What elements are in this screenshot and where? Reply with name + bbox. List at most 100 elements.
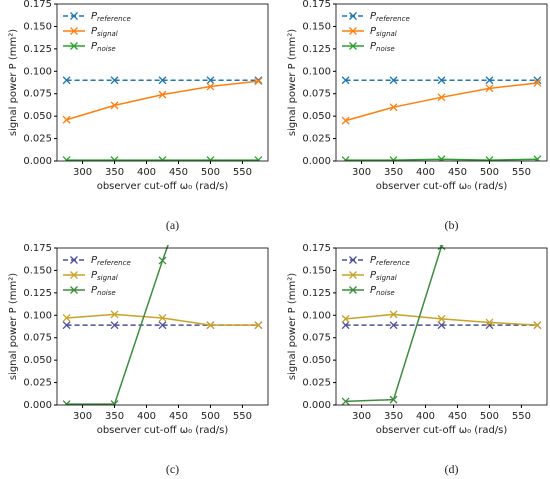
series-layer (341, 76, 542, 161)
marker (158, 256, 167, 265)
y-axis-label: signal power P (mm²) (8, 273, 19, 380)
y-tick-label: 0.075 (302, 333, 331, 344)
marker-shape (341, 116, 350, 125)
x-tick-label: 550 (512, 411, 531, 422)
marker-shape (389, 321, 398, 330)
legend-label: Pnoise (91, 41, 116, 53)
marker-shape (437, 76, 446, 85)
marker (437, 76, 446, 85)
y-tick-label: 0.150 (23, 265, 52, 276)
marker-shape (158, 76, 167, 85)
legend-marker (349, 27, 357, 35)
x-tick-label: 350 (384, 411, 403, 422)
marker (341, 397, 350, 405)
legend-label: Preference (91, 255, 131, 267)
y-tick-label: 0.000 (23, 400, 52, 411)
marker-shape (158, 156, 167, 161)
marker (206, 156, 215, 161)
caption: (c) (166, 462, 179, 476)
marker-shape (341, 321, 350, 330)
marker (437, 314, 446, 323)
x-tick-label: 400 (137, 167, 156, 178)
y-tick-label: 0.025 (23, 134, 52, 145)
marker (533, 155, 542, 161)
plot-area (336, 4, 547, 161)
y-tick-label: 0.125 (23, 44, 52, 55)
plot-area (57, 248, 268, 405)
marker-shape (341, 397, 350, 405)
legend-label: Pnoise (370, 41, 395, 53)
axes-frame (335, 247, 548, 406)
marker-shape (110, 321, 119, 330)
legend: Preference Psignal Pnoise (342, 255, 410, 297)
marker-shape (533, 155, 542, 161)
marker-shape (62, 115, 71, 124)
legend-marker (349, 286, 357, 294)
marker-shape (437, 155, 446, 161)
marker (533, 321, 542, 330)
marker-shape (485, 84, 494, 93)
x-axis-label: observer cut-off ω₀ (rad/s) (376, 181, 508, 192)
marker (62, 400, 71, 405)
y-tick-label: 0.050 (23, 111, 52, 122)
legend-label: Pnoise (370, 285, 395, 297)
y-tick-label: 0.175 (23, 243, 52, 254)
marker-shape (533, 78, 542, 87)
marker (110, 310, 119, 319)
y-axis-label: signal power P (mm²) (287, 29, 298, 136)
x-tick-label: 500 (201, 167, 220, 178)
axes-frame (56, 3, 269, 162)
x-tick-label: 550 (233, 411, 252, 422)
y-tick-label: 0.150 (302, 265, 331, 276)
marker (62, 115, 71, 124)
marker-shape (341, 76, 350, 85)
marker-shape (485, 156, 494, 161)
marker-shape (389, 310, 398, 319)
marker-shape (110, 310, 119, 319)
axes-frame (335, 3, 548, 162)
x-tick-label: 400 (416, 411, 435, 422)
legend-label: Pnoise (91, 285, 116, 297)
marker (110, 101, 119, 110)
marker-shape (62, 76, 71, 85)
marker-shape (437, 93, 446, 102)
y-tick-label: 0.050 (302, 111, 331, 122)
marker (206, 82, 215, 91)
legend: Preference Psignal Pnoise (342, 11, 410, 53)
marker-shape (389, 395, 398, 404)
marker (158, 314, 167, 322)
marker-shape (62, 314, 71, 322)
y-tick-label: 0.125 (302, 44, 331, 55)
x-tick-label: 450 (448, 411, 467, 422)
x-tick-label: 350 (384, 167, 403, 178)
marker (62, 314, 71, 322)
caption: (d) (445, 462, 459, 476)
marker-shape (62, 156, 71, 161)
y-tick-label: 0.025 (302, 378, 331, 389)
legend-marker (70, 27, 78, 35)
marker-shape (158, 90, 167, 99)
marker-shape (437, 321, 446, 330)
marker-shape (254, 321, 263, 330)
caption: (a) (166, 218, 179, 232)
x-tick-label: 450 (169, 167, 188, 178)
legend-marker (70, 12, 78, 20)
legend-label: Preference (370, 255, 410, 267)
y-tick-label: 0.125 (302, 288, 331, 299)
y-tick-label: 0.050 (302, 355, 331, 366)
marker (206, 321, 215, 330)
legend-marker (349, 42, 357, 50)
legend-marker (70, 271, 78, 279)
axes-frame (56, 247, 269, 406)
series-layer (62, 245, 263, 405)
marker (485, 76, 494, 85)
marker-shape (254, 77, 263, 86)
marker (389, 156, 398, 161)
y-axis-label: signal power P (mm²) (8, 29, 19, 136)
marker (341, 314, 350, 323)
marker-shape (206, 156, 215, 161)
marker-shape (341, 314, 350, 323)
marker-shape (110, 400, 119, 405)
x-tick-label: 300 (352, 411, 371, 422)
